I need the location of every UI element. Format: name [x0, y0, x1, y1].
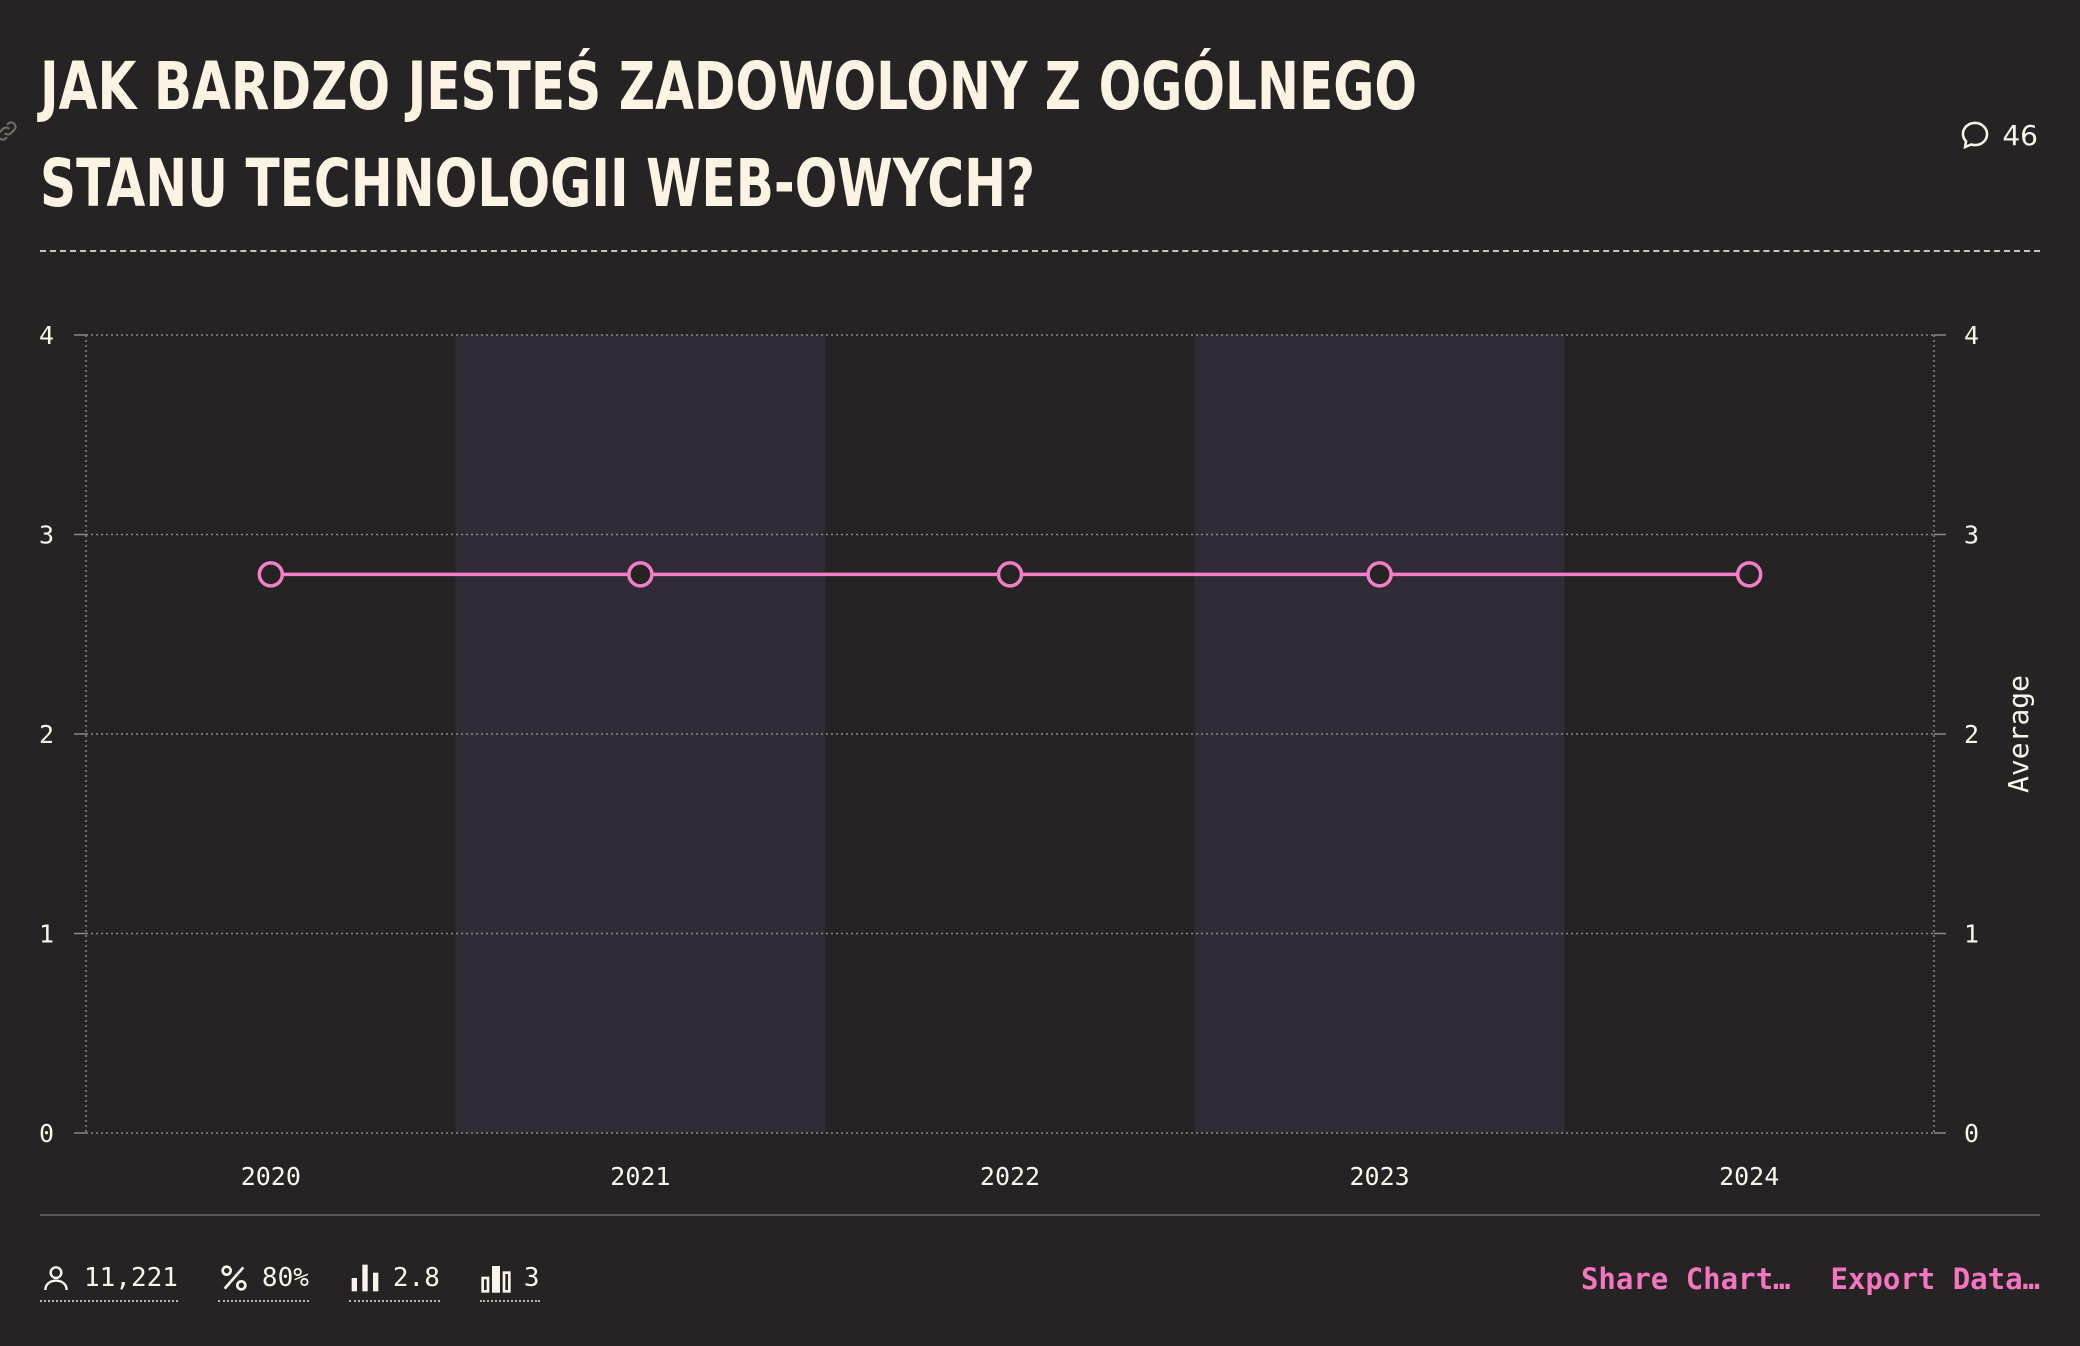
y-axis-title: Average [2002, 675, 2035, 793]
person-icon [44, 1266, 68, 1291]
percent-stat[interactable]: 80% [217, 1262, 309, 1302]
y-tick-label: 1 [39, 920, 54, 949]
y-tick-label: 2 [39, 720, 54, 749]
comment-icon [1962, 121, 1989, 150]
x-tick-label: 2021 [610, 1162, 670, 1191]
link-icon[interactable] [0, 118, 20, 144]
title-divider [40, 250, 2040, 252]
comments-button[interactable]: 46 [1958, 118, 2038, 152]
page-title: JAK BARDZO JESTEŚ ZADOWOLONY Z OGÓLNEGO … [40, 48, 1418, 222]
x-tick-label: 2020 [241, 1162, 301, 1191]
y-tick-label-right: 0 [1964, 1119, 1979, 1148]
percent-value: 80% [261, 1263, 309, 1293]
comments-count: 46 [2002, 118, 2038, 152]
percent-icon [221, 1265, 247, 1291]
y-tick-label-right: 1 [1964, 920, 1979, 949]
bucket-value: 3 [523, 1263, 540, 1293]
y-tick-label-right: 4 [1964, 321, 1979, 350]
data-point [257, 561, 285, 588]
data-point [996, 561, 1024, 588]
bucket-stat[interactable]: 3 [479, 1262, 540, 1302]
chart-actions: Share Chart… Export Data… [1581, 1262, 2040, 1296]
share-chart-button[interactable]: Share Chart… [1580, 1262, 1791, 1296]
x-tick-label: 2023 [1349, 1162, 1409, 1191]
average-stat[interactable]: 2.8 [348, 1262, 440, 1302]
chart-divider [40, 1214, 2040, 1216]
y-tick-label: 3 [39, 521, 54, 550]
respondents-stat[interactable]: 11,221 [40, 1262, 178, 1302]
average-value: 2.8 [392, 1263, 440, 1293]
y-tick-label-right: 3 [1964, 521, 1979, 550]
export-data-button[interactable]: Export Data… [1830, 1262, 2040, 1296]
column-band [1194, 335, 1565, 1133]
data-point [1366, 561, 1393, 588]
y-tick-label: 0 [39, 1119, 54, 1148]
bar-chart-icon [481, 1266, 511, 1293]
line-chart: 0 0 1 1 2 2 3 3 4 4 2020 2021 2022 2023 2024 Average [39, 321, 2035, 1191]
data-point [1735, 561, 1763, 588]
y-tick-label: 4 [39, 321, 54, 350]
average-icon [351, 1264, 379, 1292]
data-point [627, 561, 654, 588]
chart-stats: 11,221 80% 2.8 3 [40, 1262, 540, 1302]
x-tick-label: 2022 [980, 1162, 1040, 1191]
respondents-value: 11,221 [84, 1263, 178, 1293]
y-tick-label-right: 2 [1964, 720, 1979, 749]
x-tick-label: 2024 [1719, 1162, 1779, 1191]
